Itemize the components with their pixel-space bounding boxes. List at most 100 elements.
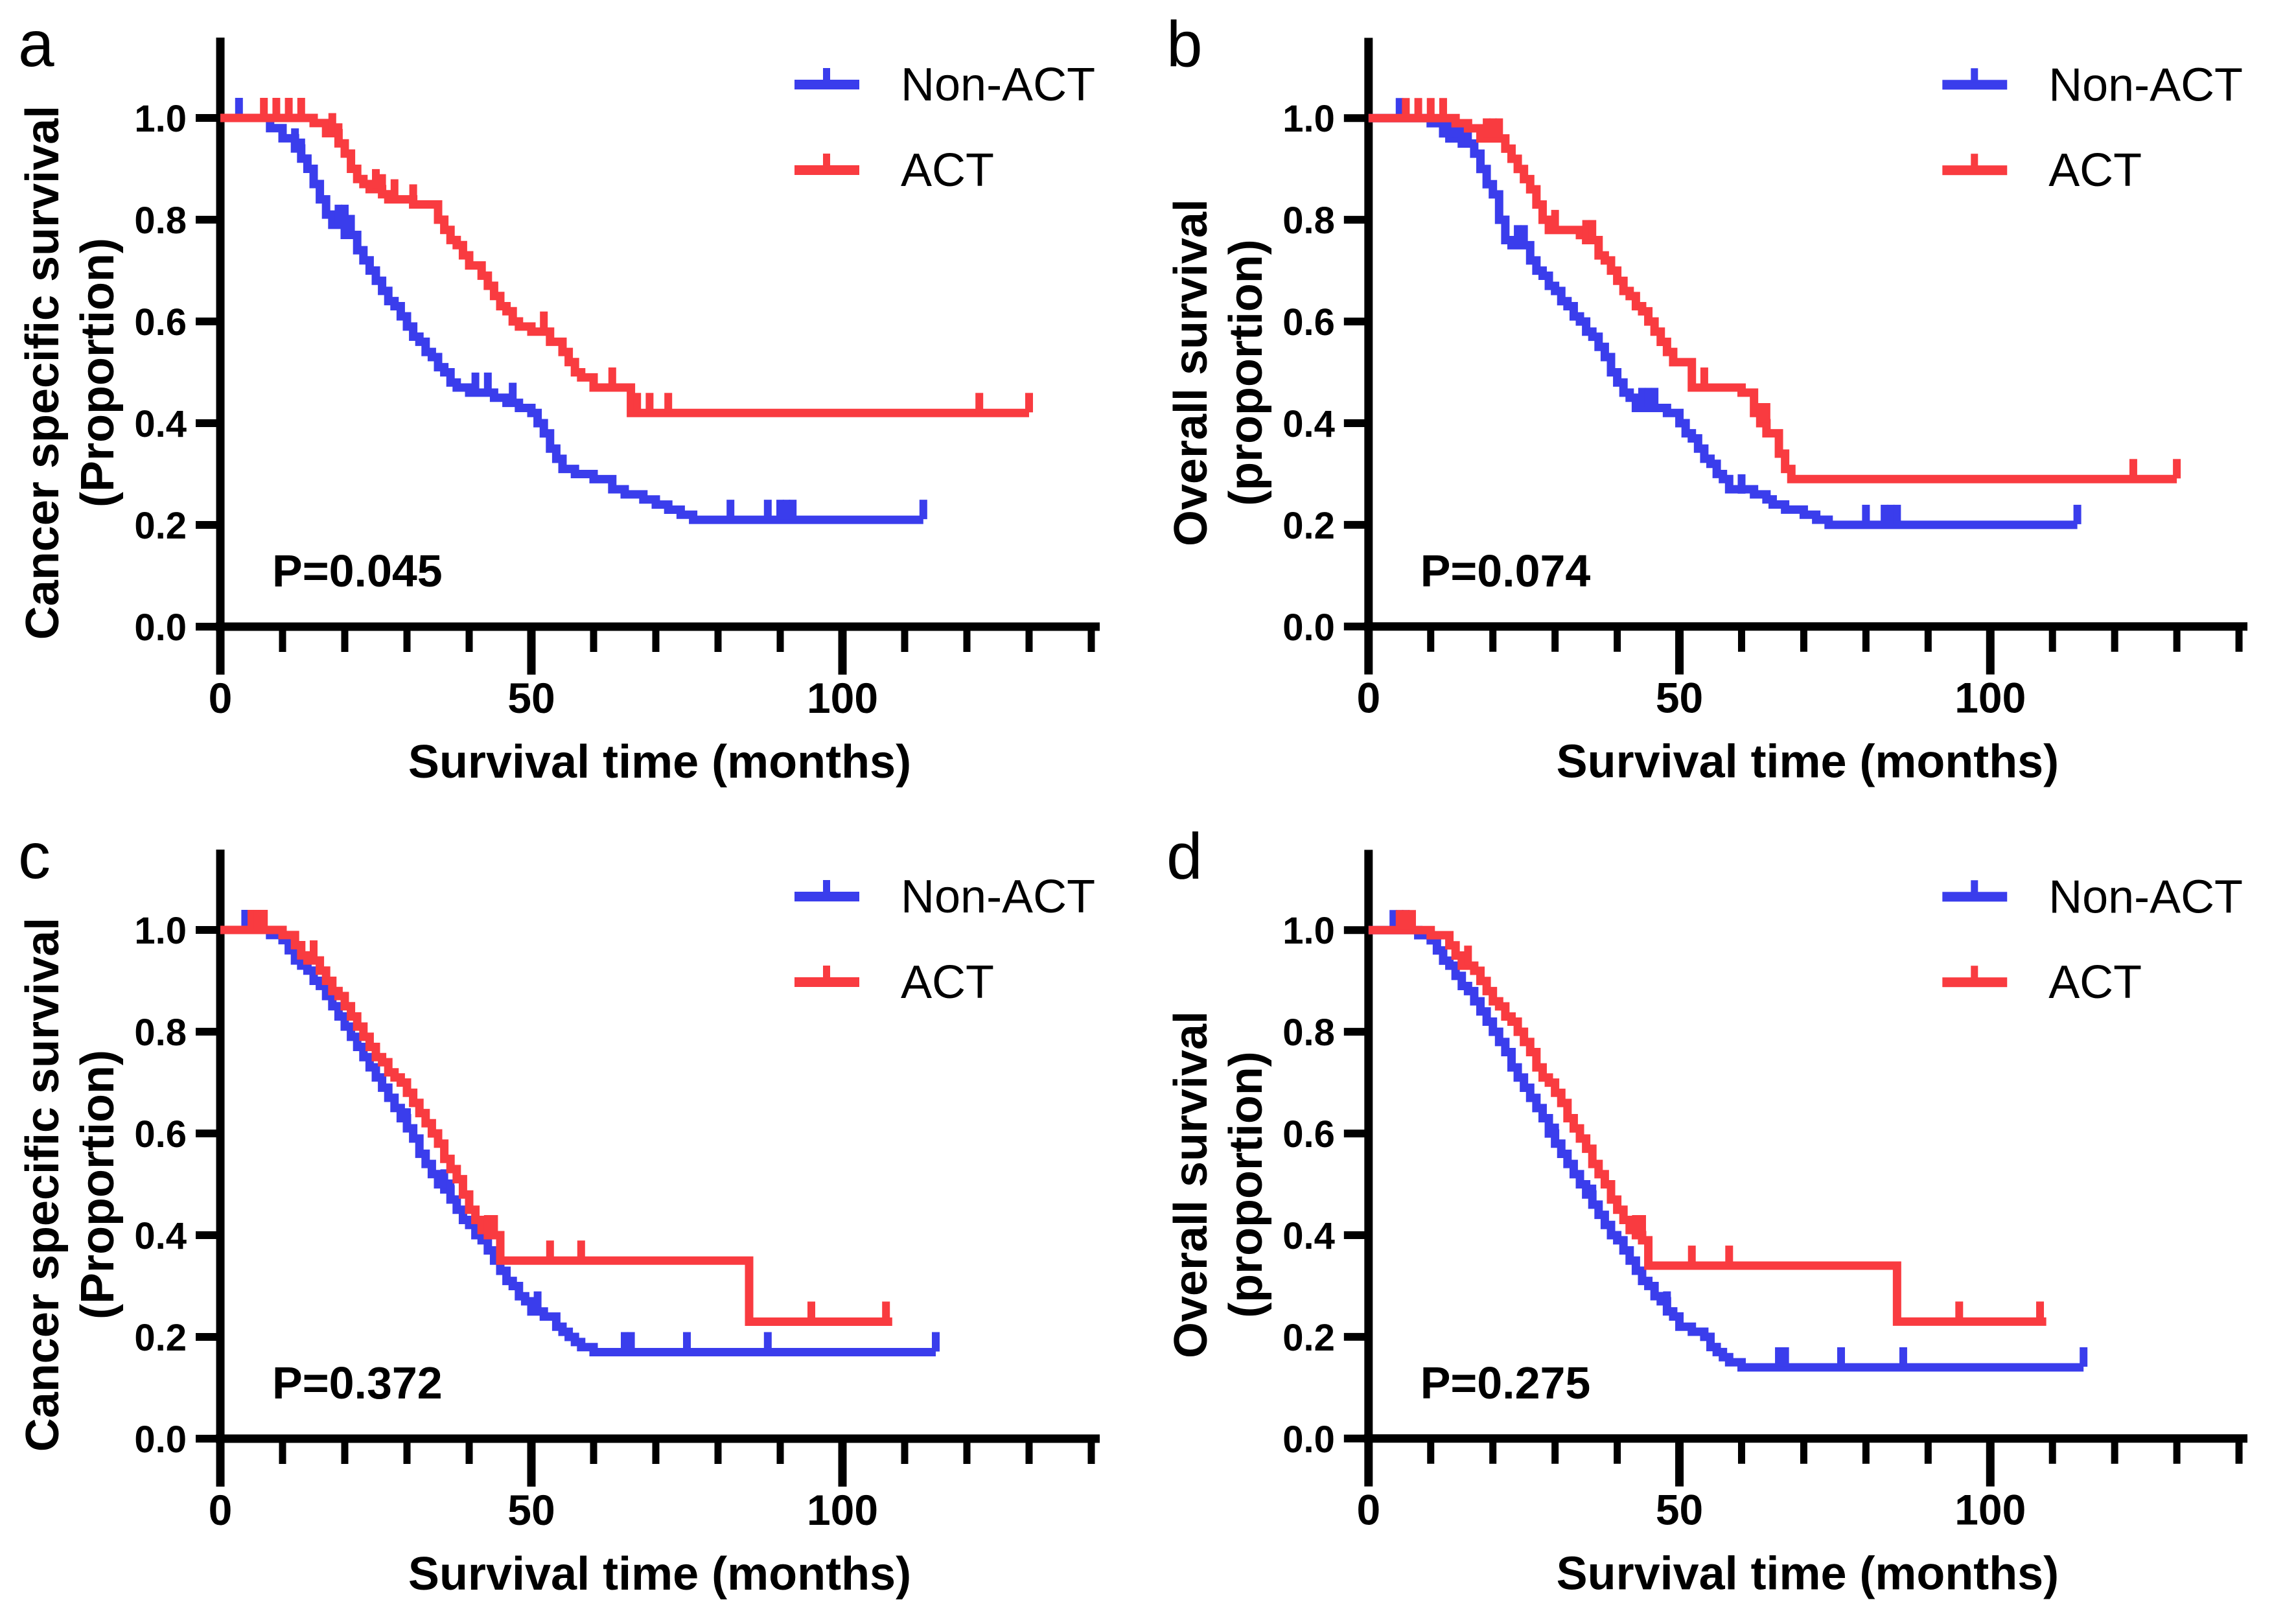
- censor-tick-non-act: [440, 1169, 448, 1189]
- legend: Non-ACT ACT: [794, 871, 1095, 1008]
- y-tick-label: 0.8: [1282, 200, 1335, 242]
- legend-marker-act: [794, 154, 859, 175]
- censor-tick-non-act: [1445, 118, 1454, 138]
- censor-tick-act: [577, 1240, 585, 1260]
- y-tick-label: 1.0: [134, 910, 187, 952]
- x-tick-label: 100: [807, 1486, 878, 1534]
- censor-tick-non-act: [509, 382, 517, 402]
- x-axis-title: Survival time (months): [1557, 1548, 2059, 1600]
- y-tick-label: 0.0: [1282, 607, 1335, 649]
- censor-tick-act: [1588, 220, 1597, 240]
- curves: [220, 910, 940, 1357]
- km-curve-non-act: [220, 925, 936, 1357]
- censor-tick-act: [1402, 98, 1410, 118]
- curves: [220, 98, 1033, 524]
- censor-tick-non-act: [241, 910, 249, 929]
- legend-marker-non-act: [794, 68, 859, 89]
- y-tick-label: 1.0: [134, 98, 187, 140]
- censor-tick-non-act: [627, 1332, 635, 1352]
- legend-marker-censor: [823, 880, 830, 894]
- censor-tick-non-act: [483, 372, 492, 392]
- y-tick-label: 0.0: [1282, 1419, 1335, 1461]
- censor-tick-non-act: [2073, 504, 2081, 524]
- censor-tick-act: [2129, 459, 2137, 479]
- legend-label-act: ACT: [901, 957, 994, 1008]
- x-tick-label: 50: [507, 1486, 555, 1534]
- legend-label-act: ACT: [2048, 957, 2142, 1008]
- y-tick-label: 0.8: [134, 200, 187, 242]
- censor-tick-act: [248, 910, 255, 929]
- censor-tick-non-act: [1395, 98, 1404, 118]
- censor-tick-act: [1756, 403, 1765, 423]
- censor-tick-non-act: [1514, 225, 1522, 245]
- panel-d: d Overall survival (proportion) 1.0 0.8 0.…: [1165, 820, 2248, 1600]
- censor-tick-non-act: [683, 1332, 691, 1352]
- y-tick-label: 0.4: [1282, 404, 1335, 445]
- censor-tick-act: [1483, 118, 1491, 138]
- censor-tick-non-act: [403, 1108, 411, 1128]
- legend-marker-censor: [823, 68, 830, 82]
- x-tick-label: 100: [807, 674, 878, 722]
- censor-tick-non-act: [919, 500, 927, 520]
- legend-marker-act: [1942, 966, 2008, 988]
- y-tick-label: 0.6: [1282, 302, 1335, 343]
- y-tick-label: 1.0: [1282, 911, 1335, 952]
- censor-tick-non-act: [471, 372, 480, 392]
- censor-tick-non-act: [446, 1179, 455, 1200]
- censor-tick-act: [1426, 98, 1435, 118]
- curves: [1368, 98, 2181, 529]
- censor-tick-non-act: [291, 128, 299, 148]
- censor-tick-non-act: [1644, 388, 1652, 408]
- legend-marker-non-act: [1942, 68, 2008, 90]
- censor-tick-act: [390, 179, 399, 199]
- y-axis-title-line1: Cancer specific survival: [17, 106, 69, 640]
- censor-tick-act: [1551, 209, 1559, 229]
- legend: Non-ACT ACT: [794, 59, 1095, 196]
- censor-tick-act: [310, 940, 318, 960]
- censor-tick-non-act: [621, 1332, 629, 1352]
- y-tick-label: 0.0: [134, 607, 187, 649]
- legend-label-non-act: Non-ACT: [901, 871, 1095, 923]
- y-tick-label: 0.4: [1282, 1216, 1335, 1257]
- x-tick-label: 0: [1356, 674, 1380, 722]
- y-axis-title-line2: (proportion): [1220, 239, 1272, 506]
- x-tick-label: 0: [209, 1486, 233, 1534]
- p-value-label: P=0.372: [272, 1358, 443, 1408]
- censor-tick-non-act: [1464, 123, 1472, 143]
- legend-label-non-act: Non-ACT: [2048, 59, 2243, 111]
- panel-letter: b: [1166, 8, 1203, 80]
- censor-tick-non-act: [1781, 1347, 1789, 1367]
- censor-tick-act: [378, 174, 386, 194]
- censor-tick-act: [1439, 98, 1447, 118]
- legend: Non-ACT ACT: [1942, 871, 2243, 1008]
- y-tick-label: 0.8: [134, 1012, 187, 1054]
- y-axis-title-line2: (proportion): [1220, 1051, 1272, 1318]
- y-tick-label: 1.0: [1282, 99, 1335, 140]
- x-tick-label: 50: [1656, 674, 1703, 722]
- y-axis-title-line2: (Proportion): [72, 1050, 124, 1319]
- y-tick-label: 0.0: [134, 1419, 187, 1461]
- legend-label-non-act: Non-ACT: [901, 59, 1095, 111]
- legend-marker-act: [1942, 154, 2008, 176]
- censor-tick-act: [1495, 118, 1503, 138]
- y-axis-title-line1: Overall survival: [1165, 1011, 1217, 1358]
- panel-letter: d: [1166, 820, 1203, 892]
- censor-tick-non-act: [763, 1332, 772, 1352]
- censor-tick-act: [1638, 1215, 1646, 1235]
- legend-label-act: ACT: [901, 145, 994, 196]
- censor-tick-act: [1725, 1246, 1734, 1266]
- x-tick-label: 100: [1954, 1486, 2026, 1534]
- censor-tick-non-act: [341, 204, 349, 224]
- censor-tick-act: [409, 184, 417, 204]
- censor-tick-act: [1687, 1246, 1696, 1266]
- legend: Non-ACT ACT: [1942, 59, 2243, 196]
- p-value-label: P=0.045: [272, 546, 443, 596]
- censor-tick-non-act: [1389, 910, 1398, 930]
- censor-tick-non-act: [1551, 1123, 1559, 1143]
- y-tick-label: 0.4: [134, 1215, 187, 1257]
- censor-tick-non-act: [789, 500, 797, 520]
- x-tick-label: 100: [1954, 674, 2026, 722]
- censor-tick-act: [1414, 98, 1422, 118]
- axes: 1.0 0.8 0.6 0.4 0.2 0.0 0 50 100: [1282, 38, 2248, 722]
